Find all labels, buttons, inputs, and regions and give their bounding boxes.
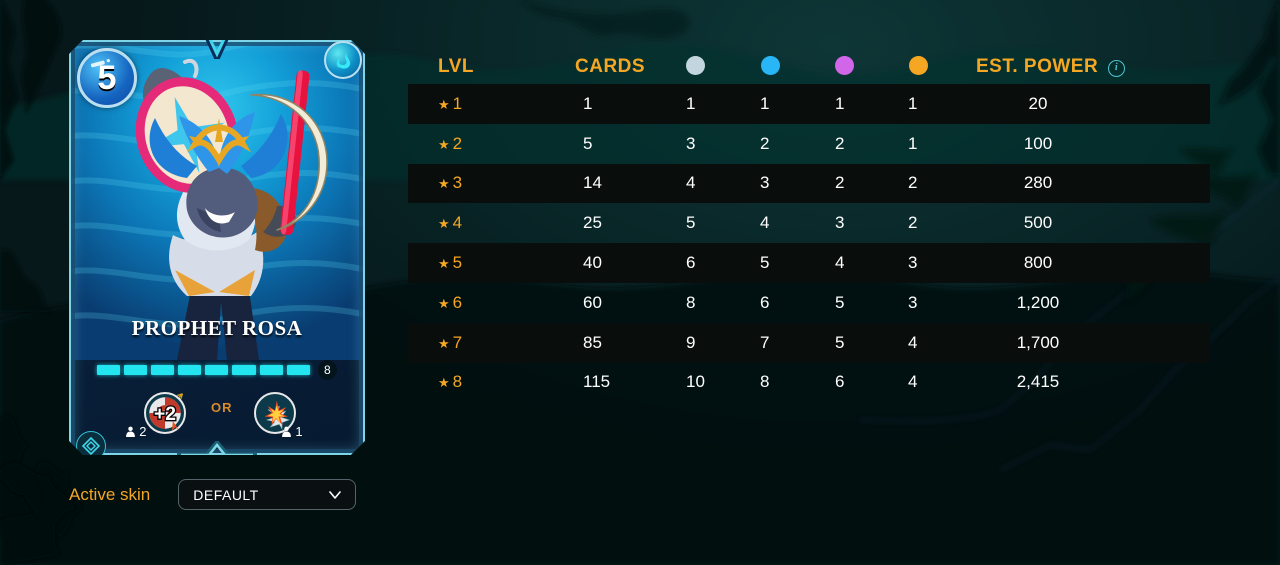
svg-text:+2: +2 [154, 404, 176, 425]
